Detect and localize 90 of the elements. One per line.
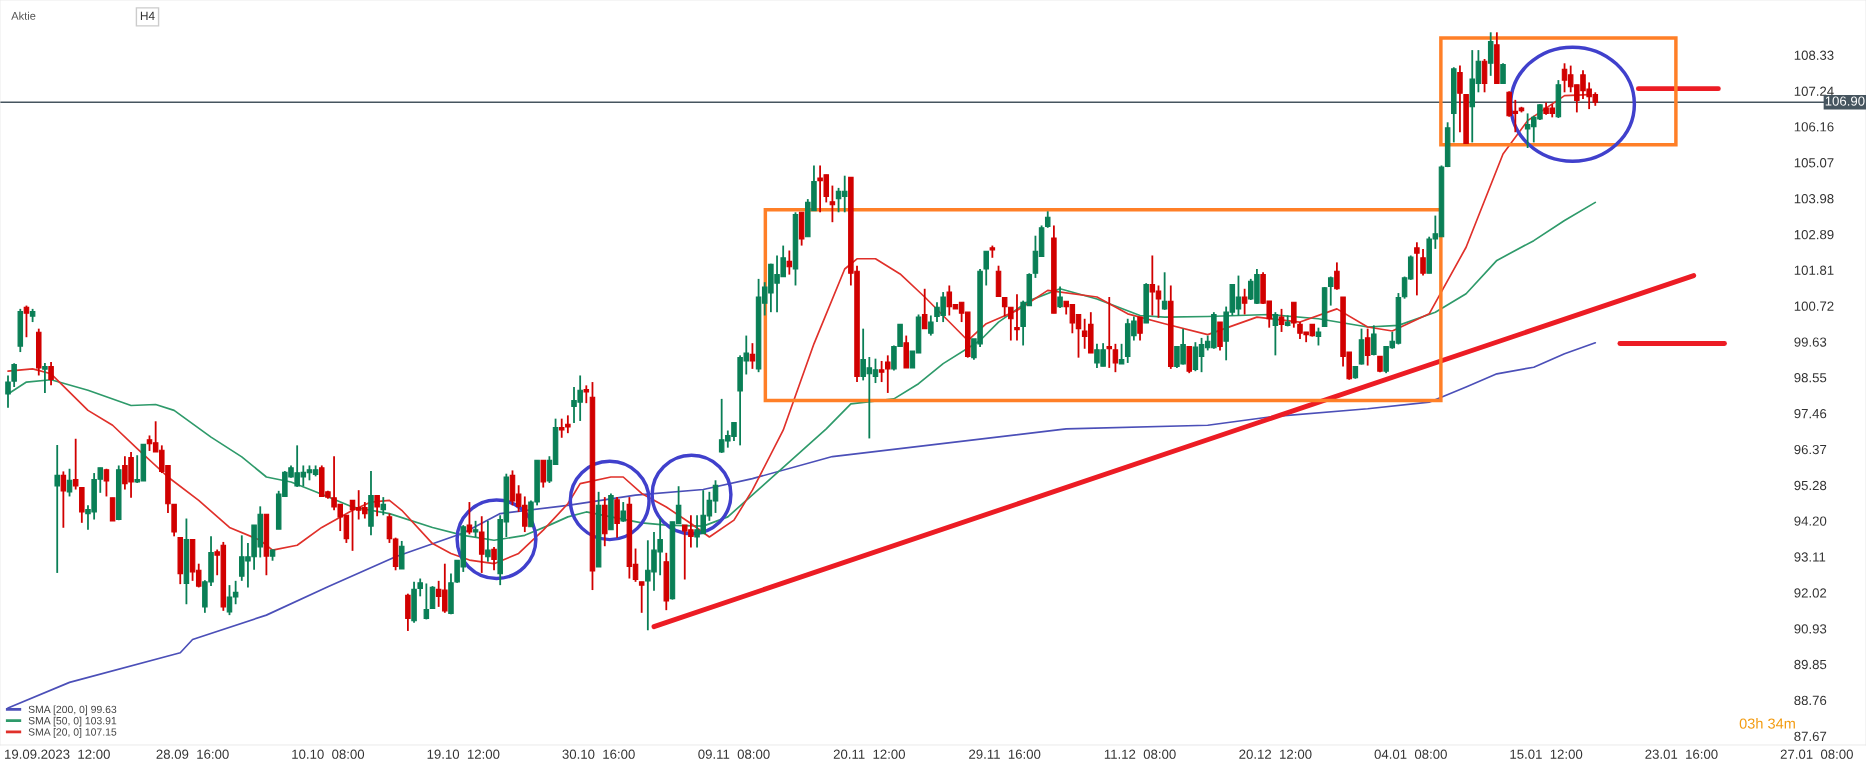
candlestick xyxy=(23,304,30,339)
candlestick xyxy=(466,501,473,536)
y-tick-label: 105.07 xyxy=(1794,158,1834,168)
candlestick xyxy=(1137,316,1143,342)
candlestick xyxy=(921,287,928,330)
candlestick xyxy=(1001,296,1008,318)
candlestick xyxy=(109,496,116,522)
y-tick-label: 102.89 xyxy=(1794,229,1834,240)
candlestick xyxy=(374,494,380,518)
candlestick xyxy=(1371,324,1377,357)
x-tick-label: 28.09 16:00 xyxy=(156,749,229,759)
candlestick xyxy=(638,580,645,614)
y-tick-label: 98.55 xyxy=(1794,373,1827,383)
x-tick-label: 09.11 08:00 xyxy=(698,749,770,759)
candlestick xyxy=(1278,307,1285,333)
candlestick xyxy=(478,515,485,574)
candlestick xyxy=(1364,327,1371,367)
text: H4 xyxy=(140,11,155,20)
candlestick xyxy=(786,249,793,276)
candlestick xyxy=(614,496,620,539)
y-tick-label: 97.46 xyxy=(1794,408,1827,419)
candlestick xyxy=(1014,293,1020,342)
ref-line-label: 106.90 xyxy=(1825,96,1865,106)
y-tick-label: 93.11 xyxy=(1794,552,1826,562)
candlestick xyxy=(429,585,436,610)
y-tick-label: 103.98 xyxy=(1794,194,1834,204)
y-tick-label: 107.24 xyxy=(1794,86,1834,96)
candlestick xyxy=(405,592,411,632)
candlestick xyxy=(1118,342,1125,365)
y-tick-label: 96.37 xyxy=(1794,444,1827,455)
x-tick-label: 04.01 08:00 xyxy=(1374,749,1447,759)
y-tick-label: 108.33 xyxy=(1794,50,1834,60)
y-tick-label: 99.63 xyxy=(1794,337,1827,347)
candlestick xyxy=(1161,271,1168,311)
candlestick xyxy=(928,314,934,337)
candlestick xyxy=(1457,64,1463,134)
y-tick-label: 95.28 xyxy=(1794,480,1827,491)
candlestick xyxy=(1327,275,1334,307)
candlestick xyxy=(983,250,989,287)
x-tick-label: 23.01 16:00 xyxy=(1645,749,1718,759)
legend-label: SMA [200, 0] 99.63 xyxy=(28,705,117,716)
candlestick xyxy=(829,184,836,224)
candlestick xyxy=(54,444,60,574)
legend-label: SMA [50, 0] 103.91 xyxy=(28,716,117,727)
candlestick xyxy=(1481,58,1488,94)
candlestick xyxy=(1420,247,1426,277)
candlestick xyxy=(1487,31,1494,77)
candlestick xyxy=(1414,241,1420,297)
text: Aktie xyxy=(11,11,36,20)
annotation: 03h 34m xyxy=(1739,718,1795,729)
y-tick-label: 94.20 xyxy=(1794,516,1827,526)
candlestick xyxy=(749,342,756,370)
candlestick xyxy=(48,361,54,387)
x-tick-label: 30.10 16:00 xyxy=(562,749,635,759)
x-tick-label: 29.11 16:00 xyxy=(969,749,1041,759)
y-tick-label: 92.02 xyxy=(1794,588,1827,598)
candlestick xyxy=(1008,306,1014,342)
candlestick xyxy=(491,545,497,572)
x-tick-label: 11.12 08:00 xyxy=(1104,749,1176,759)
candlestick xyxy=(1291,301,1297,329)
x-tick-label: 15.01 12:00 xyxy=(1510,749,1583,759)
candlestick xyxy=(72,437,79,491)
y-tick-label: 88.76 xyxy=(1794,695,1827,706)
x-tick-label: 27.01 08:00 xyxy=(1780,749,1853,759)
x-tick-label: 20.12 12:00 xyxy=(1239,749,1312,759)
x-tick-label: 19.10 12:00 xyxy=(427,749,500,759)
y-tick-label: 106.16 xyxy=(1794,122,1834,132)
x-tick-label: 19.09.2023 12:00 xyxy=(5,749,110,759)
y-tick-label: 89.85 xyxy=(1794,659,1827,670)
candlestick xyxy=(103,467,110,498)
candlestick xyxy=(620,501,627,523)
candlestick xyxy=(398,540,405,570)
candlestick xyxy=(1106,296,1113,369)
y-tick-label: 90.93 xyxy=(1794,624,1827,634)
y-tick-label: 101.81 xyxy=(1794,265,1834,275)
candlestick xyxy=(380,496,387,517)
candlestick xyxy=(1334,261,1340,291)
x-tick-label: 20.11 12:00 xyxy=(833,749,906,759)
y-tick-label: 87.67 xyxy=(1794,731,1827,742)
candlestick xyxy=(485,519,491,563)
candlestick xyxy=(1272,311,1279,357)
candlestick xyxy=(42,362,48,394)
y-tick-label: 100.72 xyxy=(1794,301,1834,311)
x-tick-label: 10.10 08:00 xyxy=(292,749,365,759)
candlestick xyxy=(540,459,547,489)
legend-label: SMA [20, 0] 107.15 xyxy=(28,728,117,738)
candlestick xyxy=(1241,287,1248,316)
candlestick xyxy=(1112,342,1119,374)
candlestick xyxy=(1057,285,1063,309)
candlestick xyxy=(423,582,430,621)
